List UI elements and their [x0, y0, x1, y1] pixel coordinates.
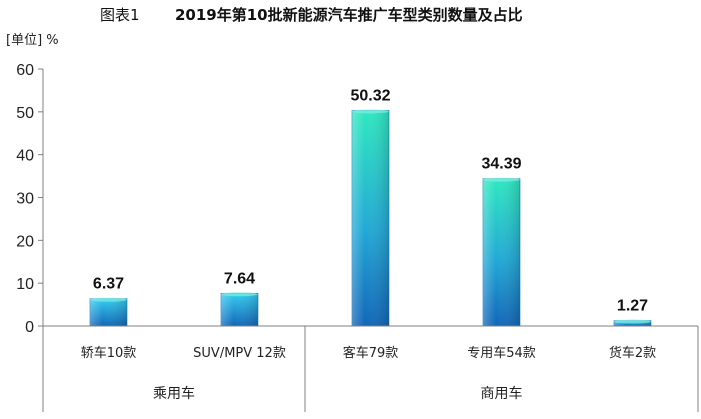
chart-title-prefix: 图表1 — [100, 6, 140, 24]
y-tick-label: 60 — [16, 62, 34, 79]
bar-top — [614, 319, 651, 324]
bar-shine — [221, 293, 258, 326]
y-axis: 0 10 20 30 40 50 60 — [16, 62, 44, 336]
x-tick-label: 专用车54款 — [467, 345, 536, 361]
y-tick-label: 10 — [16, 276, 34, 293]
chart-title: 2019年第10批新能源汽车推广车型类别数量及占比 — [175, 6, 523, 24]
data-label: 1.27 — [617, 298, 648, 315]
bar-top — [90, 297, 127, 302]
x-tick-label: SUV/MPV 12款 — [193, 346, 286, 361]
y-tick-label: 50 — [16, 105, 34, 122]
y-tick-label: 40 — [16, 148, 34, 165]
bars — [89, 109, 652, 327]
bar-top — [352, 109, 389, 114]
data-label: 34.39 — [481, 156, 521, 173]
bar-top — [483, 177, 520, 182]
x-tick-label: 轿车10款 — [81, 345, 137, 361]
bar-shine — [90, 298, 127, 326]
x-tick-label: 货车2款 — [609, 345, 656, 361]
bar-shine — [483, 178, 520, 326]
data-label: 7.64 — [224, 270, 255, 287]
bar-top — [221, 292, 258, 297]
unit-label: [单位] % — [6, 33, 59, 48]
x-tick-label: 客车79款 — [343, 345, 399, 361]
y-tick-label: 20 — [16, 233, 34, 250]
bar-shine — [352, 110, 389, 326]
group-label: 商用车 — [481, 385, 523, 402]
group-label: 乘用车 — [153, 385, 195, 402]
y-tick-label: 0 — [25, 319, 34, 336]
y-tick-label: 30 — [16, 191, 34, 208]
data-labels: 6.37 7.64 50.32 34.39 1.27 — [93, 87, 648, 314]
data-label: 6.37 — [93, 276, 124, 293]
data-label: 50.32 — [350, 87, 390, 104]
